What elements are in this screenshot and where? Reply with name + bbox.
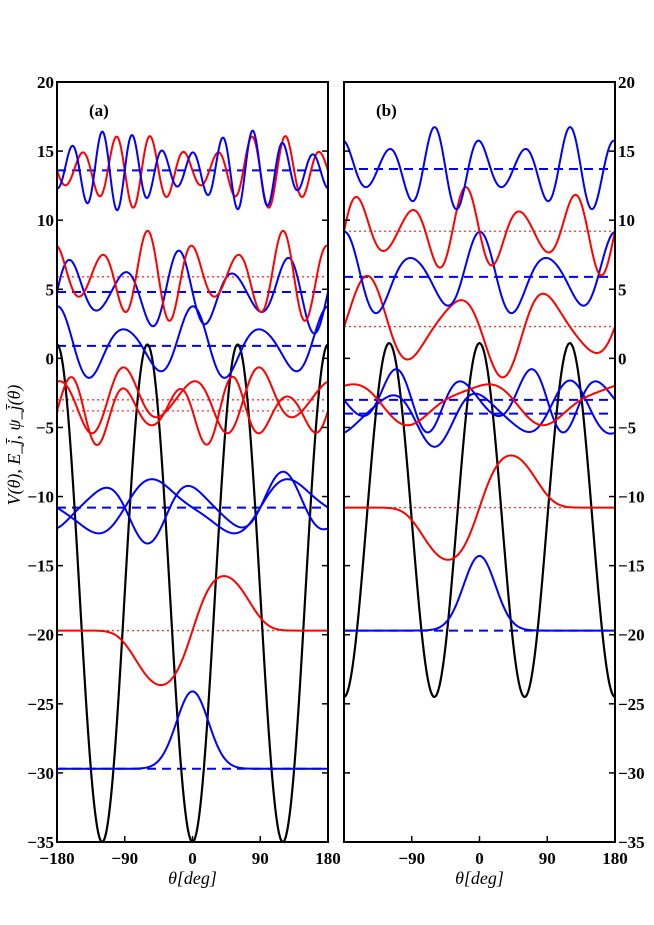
y-tick-label: 15 <box>618 142 635 161</box>
y-tick-label: 5 <box>618 280 627 299</box>
x-tick-label: 0 <box>188 849 197 868</box>
y-tick-label: −20 <box>618 626 645 645</box>
y-tick-label: −15 <box>27 557 54 576</box>
y-tick-label: −10 <box>27 488 54 507</box>
y-tick-label: 10 <box>618 211 635 230</box>
wavefunction-curve <box>57 575 328 687</box>
wavefunction-curve <box>57 690 328 770</box>
x-tick-label: 180 <box>315 849 341 868</box>
axes-frame <box>56 81 329 843</box>
wavefunction-curve <box>344 230 615 315</box>
y-tick-label: 10 <box>37 211 54 230</box>
y-tick-label: 0 <box>618 349 627 368</box>
x-tick-label: 180 <box>602 849 628 868</box>
wavefunction-curve <box>57 249 328 335</box>
wavefunction-curve <box>57 478 328 535</box>
x-axis-label: θ[deg] <box>455 868 504 888</box>
wavefunction-curve <box>57 470 328 545</box>
wavefunction-curve <box>344 368 615 434</box>
y-tick-label: −15 <box>618 557 645 576</box>
x-tick-label: 90 <box>539 849 556 868</box>
panel-a: 20 15 10 5 0 −5 −10 −15 −20 −25 −30 −35−180 −90 0 90 18… <box>27 73 340 888</box>
x-tick-label: −180 <box>39 849 74 868</box>
wavefunction-curve <box>57 129 328 212</box>
y-tick-label: 5 <box>46 280 55 299</box>
plot-area <box>57 129 328 842</box>
y-tick-label: −25 <box>27 695 54 714</box>
wavefunction-curve <box>344 379 615 448</box>
potential-curve <box>57 343 328 842</box>
y-tick-label: −25 <box>618 695 645 714</box>
panel-label: (a) <box>89 101 109 120</box>
y-tick-label: −30 <box>27 764 54 783</box>
y-tick-label: −20 <box>27 626 54 645</box>
y-tick-label: 20 <box>37 73 54 92</box>
wavefunction-curve <box>344 274 615 379</box>
y-tick-label: −5 <box>36 418 54 437</box>
y-tick-label: 0 <box>46 349 55 368</box>
y-axis-label: V(θ), E_j̄, ψ_j̄(θ) <box>4 385 25 506</box>
x-axis-label: θ[deg] <box>168 868 217 888</box>
plot-area <box>344 126 615 699</box>
potential-curve <box>344 342 615 699</box>
x-tick-label: −90 <box>111 849 138 868</box>
wavefunction-curve <box>344 454 615 561</box>
y-tick-label: 20 <box>618 73 635 92</box>
x-tick-label: −90 <box>398 849 425 868</box>
x-tick-label: 90 <box>252 849 269 868</box>
y-tick-label: −30 <box>618 764 645 783</box>
wavefunction-curve <box>344 126 615 211</box>
wavefunction-curve <box>57 135 328 209</box>
wavefunction-curve <box>57 366 328 435</box>
wavefunction-curve <box>57 375 328 447</box>
wavefunction-curve <box>57 305 328 379</box>
y-tick-label: −5 <box>618 418 636 437</box>
panel-label: (b) <box>376 101 397 120</box>
panel-b: 20 15 10 5 0 −5 −10 −15 −20 −25 −30 −35 −90 0 90 180 θ[d… <box>343 73 645 888</box>
wavefunction-curve <box>344 383 615 427</box>
y-tick-label: −35 <box>618 833 645 852</box>
y-tick-label: −35 <box>27 833 54 852</box>
wavefunction-curve <box>344 186 615 277</box>
y-tick-label: −10 <box>618 488 645 507</box>
x-tick-label: 0 <box>475 849 484 868</box>
wavefunction-curve <box>57 229 328 322</box>
wavefunction-curve <box>344 554 615 632</box>
y-tick-label: 15 <box>37 142 54 161</box>
